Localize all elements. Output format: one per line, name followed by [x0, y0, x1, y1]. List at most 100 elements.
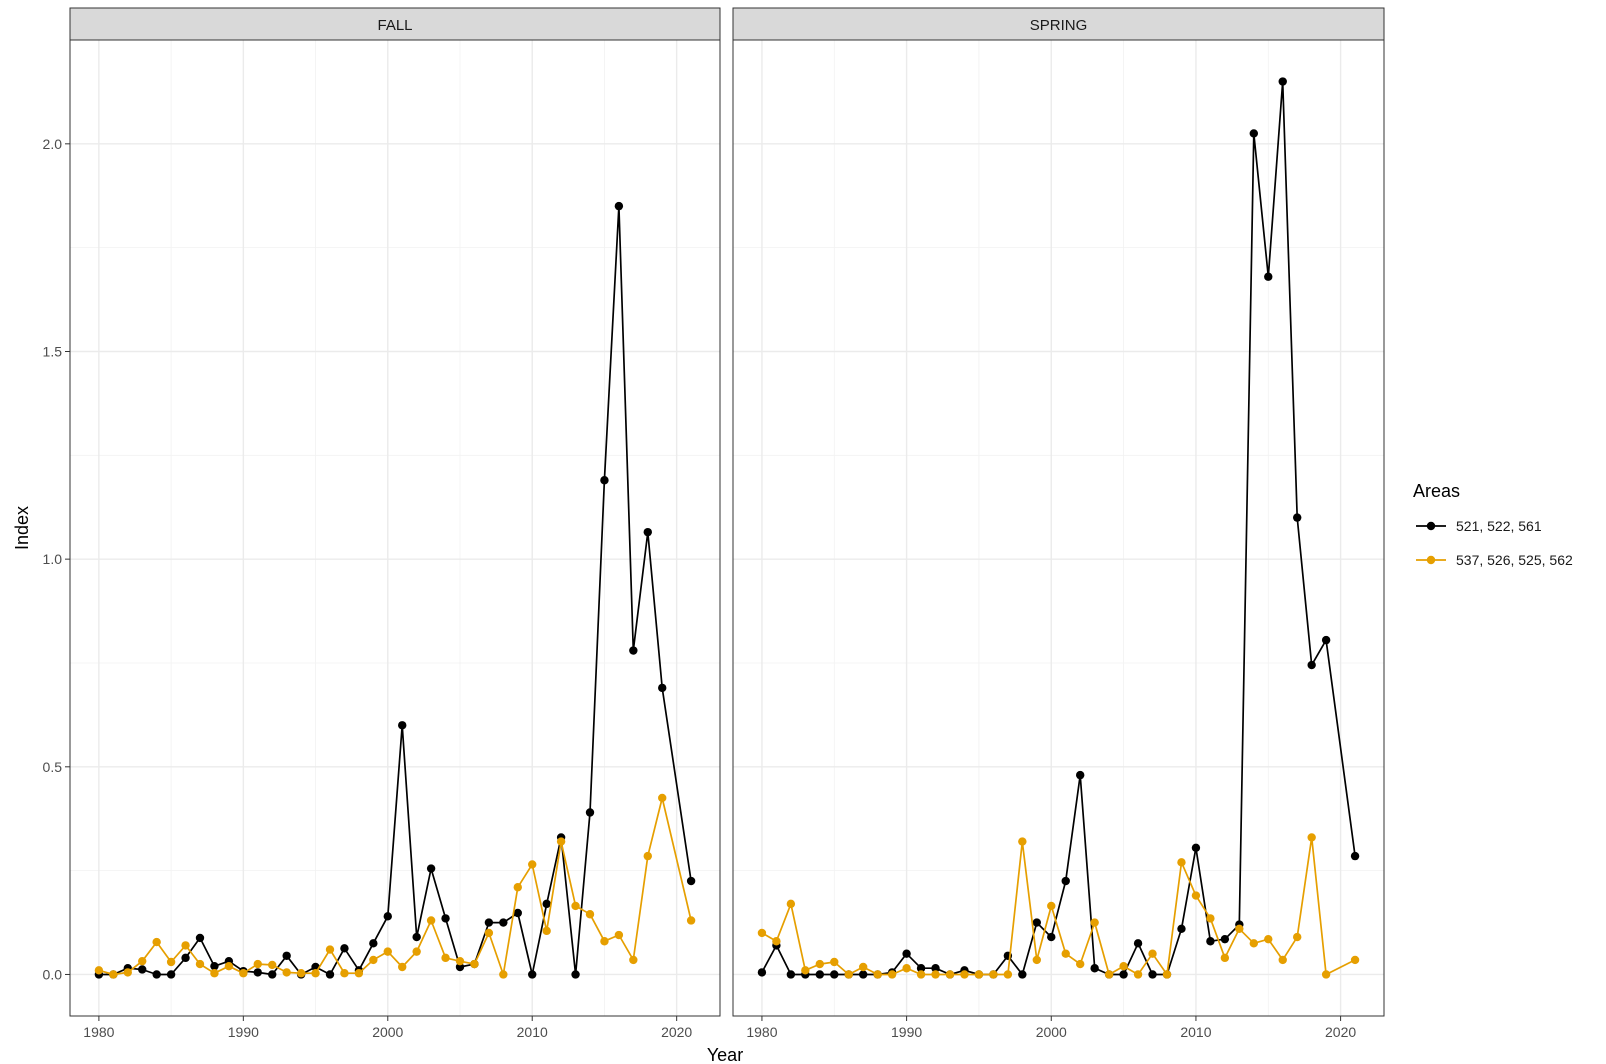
strip-label: FALL: [377, 17, 412, 34]
data-point: [282, 951, 291, 960]
data-point: [94, 966, 104, 975]
data-point: [859, 962, 868, 972]
data-point: [1307, 833, 1316, 842]
data-point: [1220, 953, 1230, 963]
legend: Areas 521, 522, 561 537, 526, 525, 562: [1413, 481, 1573, 568]
data-point: [412, 932, 421, 942]
data-point: [499, 918, 508, 927]
data-point: [195, 933, 205, 943]
strip-label: SPRING: [1030, 17, 1088, 34]
data-point: [757, 968, 767, 977]
data-point: [757, 928, 767, 938]
data-point: [1090, 918, 1099, 927]
y-tick-label: 0.5: [43, 759, 63, 775]
data-point: [556, 837, 566, 846]
data-point: [786, 899, 796, 909]
data-point: [542, 899, 551, 909]
data-point: [138, 956, 147, 966]
data-point: [426, 916, 436, 925]
y-tick-label: 1.5: [43, 343, 63, 359]
data-point: [902, 949, 911, 958]
data-point: [455, 962, 465, 972]
x-tick-label: 2020: [661, 1024, 692, 1040]
data-point: [571, 901, 580, 911]
data-point: [1076, 959, 1085, 969]
x-tick-label: 2010: [1180, 1024, 1211, 1040]
panel-fall: FALL 1980 1990 2000 2010 2020 0.0 0.5 1.0 1.5 2.0: [43, 7, 721, 1040]
data-point: [1032, 955, 1042, 965]
y-tick-label: 2.0: [43, 136, 63, 152]
legend-label: 537, 526, 525, 562: [1456, 552, 1573, 568]
x-tick-label: 1990: [228, 1024, 259, 1040]
x-tick-label: 2010: [517, 1024, 548, 1040]
data-point: [801, 966, 810, 975]
data-point: [1350, 955, 1360, 965]
data-point: [786, 970, 796, 979]
data-point: [542, 926, 551, 936]
data-point: [1220, 934, 1230, 944]
data-point: [815, 959, 824, 969]
data-point: [253, 959, 262, 969]
data-point: [614, 930, 624, 940]
data-point: [166, 957, 176, 967]
panel-background: [733, 40, 1384, 1016]
data-point: [1104, 970, 1114, 979]
data-point: [1148, 949, 1157, 958]
data-point: [499, 970, 508, 979]
data-point: [369, 939, 378, 948]
data-point: [1133, 970, 1143, 979]
data-point: [585, 808, 595, 817]
data-point: [1293, 513, 1302, 522]
data-point: [398, 721, 407, 730]
data-point: [830, 957, 839, 967]
data-point: [1162, 970, 1172, 979]
data-point: [398, 962, 407, 972]
data-point: [412, 947, 421, 956]
data-point: [1177, 924, 1186, 933]
data-point: [1061, 876, 1070, 886]
data-point: [1191, 891, 1201, 900]
y-tick-label: 1.0: [43, 551, 63, 567]
data-point: [902, 964, 911, 973]
data-point: [1018, 970, 1027, 979]
data-point: [571, 970, 580, 979]
data-point: [282, 968, 291, 977]
data-point: [629, 646, 638, 655]
data-point: [484, 928, 494, 938]
data-point: [1191, 843, 1201, 852]
data-point: [815, 970, 824, 979]
data-point: [844, 970, 853, 979]
panel-background: [70, 40, 720, 1016]
data-point: [354, 969, 364, 978]
data-point: [931, 964, 940, 973]
data-point: [960, 970, 969, 979]
data-point: [1278, 77, 1287, 86]
data-point: [311, 969, 320, 978]
data-point: [268, 970, 277, 979]
data-point: [325, 945, 335, 954]
y-axis-title: Index: [12, 506, 32, 550]
data-point: [643, 851, 652, 861]
data-point: [1018, 837, 1027, 846]
data-point: [614, 201, 624, 211]
x-tick-label: 2000: [372, 1024, 403, 1040]
data-point: [945, 970, 955, 979]
data-point: [658, 683, 667, 693]
data-point: [325, 970, 335, 979]
legend-label: 521, 522, 561: [1456, 518, 1542, 534]
data-point: [1061, 949, 1070, 958]
data-point: [1047, 932, 1056, 942]
x-tick-label: 1990: [891, 1024, 922, 1040]
data-point: [1293, 932, 1302, 942]
data-point: [1249, 129, 1259, 138]
data-point: [224, 961, 234, 971]
data-point: [916, 970, 926, 979]
data-point: [383, 947, 392, 956]
legend-title: Areas: [1413, 481, 1460, 501]
strip-background: [732, 7, 1385, 41]
data-point: [1278, 955, 1287, 965]
data-point: [513, 908, 522, 918]
legend-item: 537, 526, 525, 562: [1416, 552, 1573, 568]
data-point: [629, 955, 638, 965]
